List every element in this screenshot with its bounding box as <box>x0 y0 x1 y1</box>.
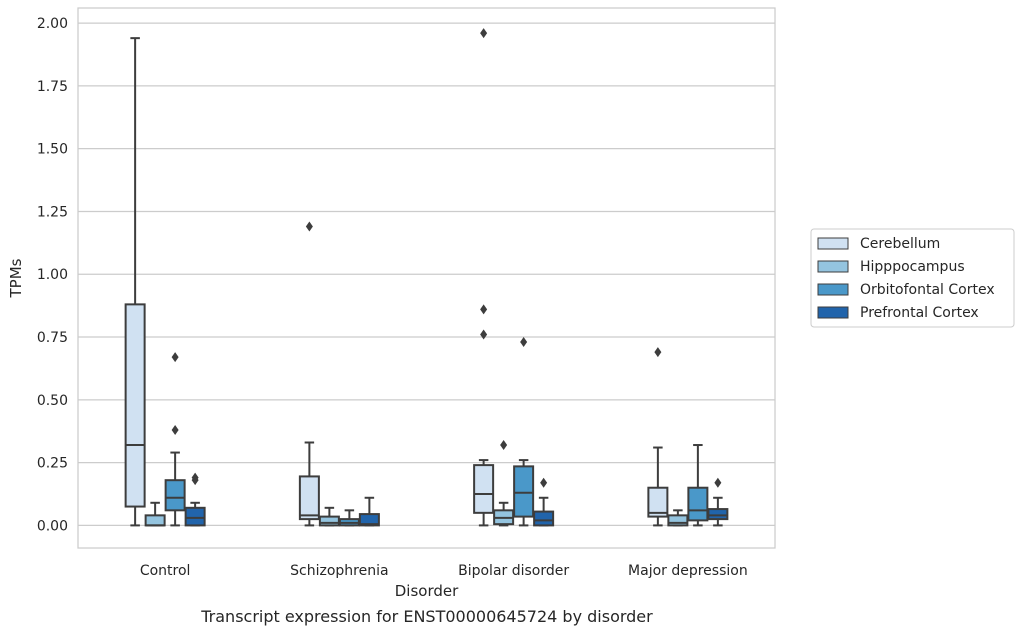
box-groups <box>124 28 729 527</box>
box-body <box>184 506 206 527</box>
box-body <box>707 508 729 521</box>
box-body <box>687 486 709 522</box>
legend-entry-label: Prefrontal Cortex <box>860 305 979 321</box>
box-group <box>473 28 555 527</box>
outlier-point <box>305 221 313 232</box>
box-body <box>513 465 535 518</box>
outlier-point <box>171 424 179 435</box>
outlier-point <box>191 475 199 486</box>
y-tick-label: 0.75 <box>37 330 68 346</box>
grid-lines <box>78 22 775 527</box>
outlier-point <box>480 28 488 39</box>
outlier-point <box>520 337 528 348</box>
x-axis-label: Disorder <box>395 582 459 600</box>
legend-entry-label: Hipppocampus <box>860 259 965 275</box>
y-tick-label: 0.50 <box>37 393 68 409</box>
box-body <box>533 510 555 527</box>
box-body <box>164 479 186 512</box>
y-tick-label: 0.00 <box>37 518 68 534</box>
outlier-point <box>714 477 722 488</box>
outlier-point <box>540 477 548 488</box>
y-tick-label: 2.00 <box>37 16 68 32</box>
box-body <box>358 513 380 527</box>
box-body <box>298 475 320 521</box>
legend-frame <box>810 228 1015 328</box>
outlier-point <box>171 352 179 363</box>
y-tick-label: 0.25 <box>37 456 68 472</box>
x-tick-labels: Control Schizophrenia Bipolar disorder Majo… <box>140 563 748 579</box>
x-tick-label: Schizophrenia <box>290 563 388 579</box>
box-body <box>647 486 669 518</box>
y-tick-label: 1.75 <box>37 79 68 95</box>
x-tick-label: Control <box>140 563 191 579</box>
outlier-point <box>480 329 488 340</box>
y-tick-labels: 0.00 0.25 0.50 0.75 1.00 1.25 1.50 1.75 2.00 <box>37 16 68 534</box>
x-tick-label: Bipolar disorder <box>458 563 569 579</box>
legend-swatch <box>817 306 849 319</box>
box-body <box>124 303 146 508</box>
box-body <box>667 514 689 527</box>
box-body <box>144 514 166 527</box>
legend-swatch <box>817 260 849 273</box>
y-tick-label: 1.25 <box>37 204 68 220</box>
box-group <box>124 37 206 527</box>
y-axis-label: TPMs <box>7 258 25 298</box>
legend-entry-label: Cerebellum <box>860 236 940 252</box>
legend-swatch <box>817 283 849 296</box>
plot-frame <box>77 7 776 549</box>
outlier-point <box>480 304 488 315</box>
legend-swatch <box>817 237 849 250</box>
y-tick-label: 1.00 <box>37 267 68 283</box>
box-body <box>318 515 340 527</box>
legend-entry-label: Orbitofontal Cortex <box>860 282 995 298</box>
chart-caption: Transcript expression for ENST0000064572… <box>200 607 653 626</box>
box-group <box>298 221 380 527</box>
y-tick-label: 1.50 <box>37 142 68 158</box>
x-tick-label: Major depression <box>628 563 748 579</box>
outlier-point <box>500 440 508 451</box>
outlier-point <box>654 347 662 358</box>
legend: Cerebellum Hipppocampus Orbitofontal Corte… <box>810 228 1015 328</box>
box-body <box>473 464 495 514</box>
box-group <box>647 347 729 527</box>
